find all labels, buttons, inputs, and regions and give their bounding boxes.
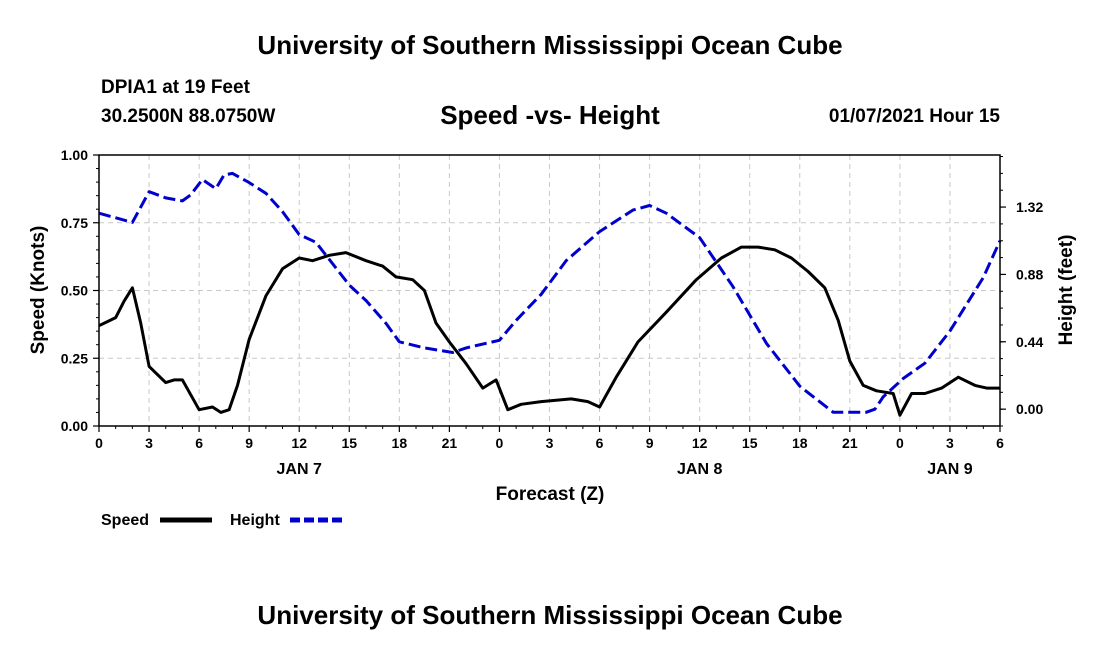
x-tick-label: 15: [341, 435, 357, 451]
x-tick-label: 9: [646, 435, 654, 451]
chart-top-title: University of Southern Mississippi Ocean…: [257, 30, 843, 60]
chart-bottom-title: University of Southern Mississippi Ocean…: [257, 600, 843, 630]
x-tick-label: 6: [195, 435, 203, 451]
y-tick-label: 0.50: [61, 283, 88, 299]
series-layer: [98, 171, 1002, 417]
y2-tick-label: 1.32: [1016, 199, 1043, 215]
x-tick-label: 18: [392, 435, 408, 451]
x-tick-label: 21: [442, 435, 458, 451]
legend: Speed Height: [101, 512, 342, 529]
x-tick-label: 21: [842, 435, 858, 451]
x-tick-label: 3: [946, 435, 954, 451]
speed-series-line: [98, 245, 1000, 417]
forecast-datetime: 01/07/2021 Hour 15: [828, 106, 1000, 127]
x-tick-label: 18: [792, 435, 808, 451]
y-tick-label: 0.25: [61, 350, 88, 366]
station-label: DPIA1 at 19 Feet: [101, 77, 250, 98]
y-tick-label: 0.75: [61, 215, 88, 231]
x-tick-label: 0: [95, 435, 103, 451]
x-tick-label: 6: [596, 435, 604, 451]
y2-axis-label: Height (feet): [1056, 235, 1077, 346]
x-tick-label: 3: [145, 435, 153, 451]
x-tick-label: 3: [546, 435, 554, 451]
station-coords: 30.2500N 88.0750W: [101, 106, 276, 127]
x-tick-label: 15: [742, 435, 758, 451]
x-axis-label: Forecast (Z): [496, 484, 605, 505]
y-tick-label: 0.00: [61, 418, 88, 434]
y2-tick-label: 0.44: [1016, 334, 1043, 350]
y-tick-label: 1.00: [61, 147, 88, 163]
y2-tick-label: 0.88: [1016, 266, 1043, 282]
axes: 0 3 6 9 12 15 18 21 0 3 6 9 12 15 18 21 0 3 6 JAN 7 JAN 8 JAN…: [61, 147, 1044, 478]
chart-subtitle: Speed -vs- Height: [440, 100, 660, 130]
x-tick-label: 0: [896, 435, 904, 451]
x-tick-label: 12: [692, 435, 708, 451]
date-label: JAN 7: [277, 461, 322, 478]
legend-speed-label: Speed: [101, 512, 149, 529]
x-tick-label: 9: [245, 435, 253, 451]
y-axis-label: Speed (Knots): [28, 226, 49, 355]
height-series-line: [98, 171, 1002, 414]
date-label: JAN 8: [677, 461, 722, 478]
x-tick-label: 0: [496, 435, 504, 451]
legend-height-label: Height: [230, 512, 280, 529]
y2-tick-label: 0.00: [1016, 401, 1043, 417]
x-tick-label: 12: [291, 435, 307, 451]
date-label: JAN 9: [927, 461, 972, 478]
x-tick-label: 6: [996, 435, 1004, 451]
grid: [99, 155, 1000, 426]
